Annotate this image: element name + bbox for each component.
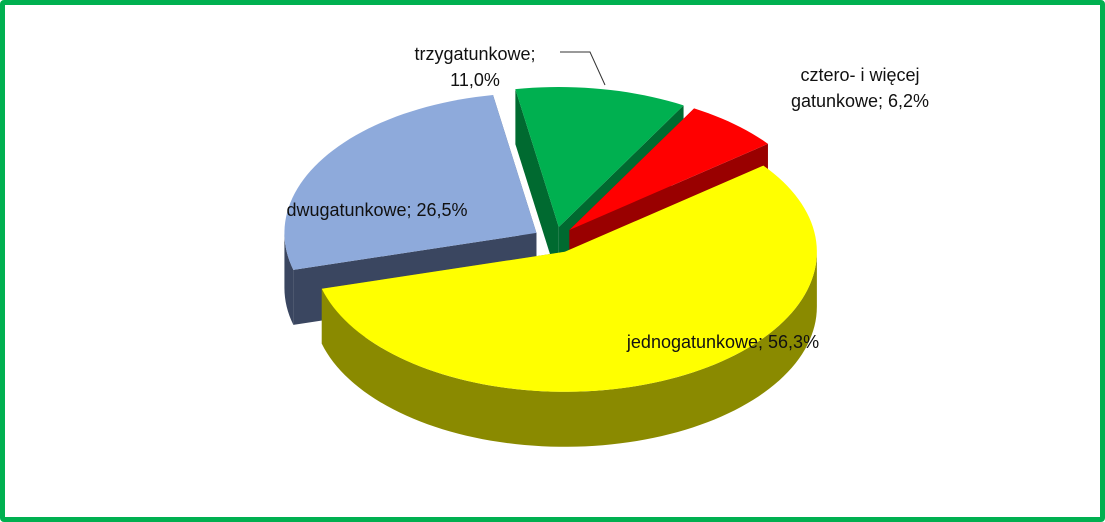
slice [569, 108, 768, 231]
slice [284, 95, 537, 270]
slice-edge [284, 232, 294, 325]
data-label: jednogatunkowe; 56,3% [626, 332, 820, 352]
data-label: trzygatunkowe; 11,0% [414, 44, 536, 90]
data-label: dwugatunkowe; 26,5% [286, 200, 468, 220]
slice-side [515, 89, 559, 282]
slice [321, 165, 817, 392]
slice [515, 86, 684, 227]
slice-edge [321, 251, 817, 447]
chart [284, 51, 817, 447]
leader-line [560, 51, 606, 86]
data-label: cztero- i więcej gatunkowe; 6,2% [790, 65, 930, 111]
